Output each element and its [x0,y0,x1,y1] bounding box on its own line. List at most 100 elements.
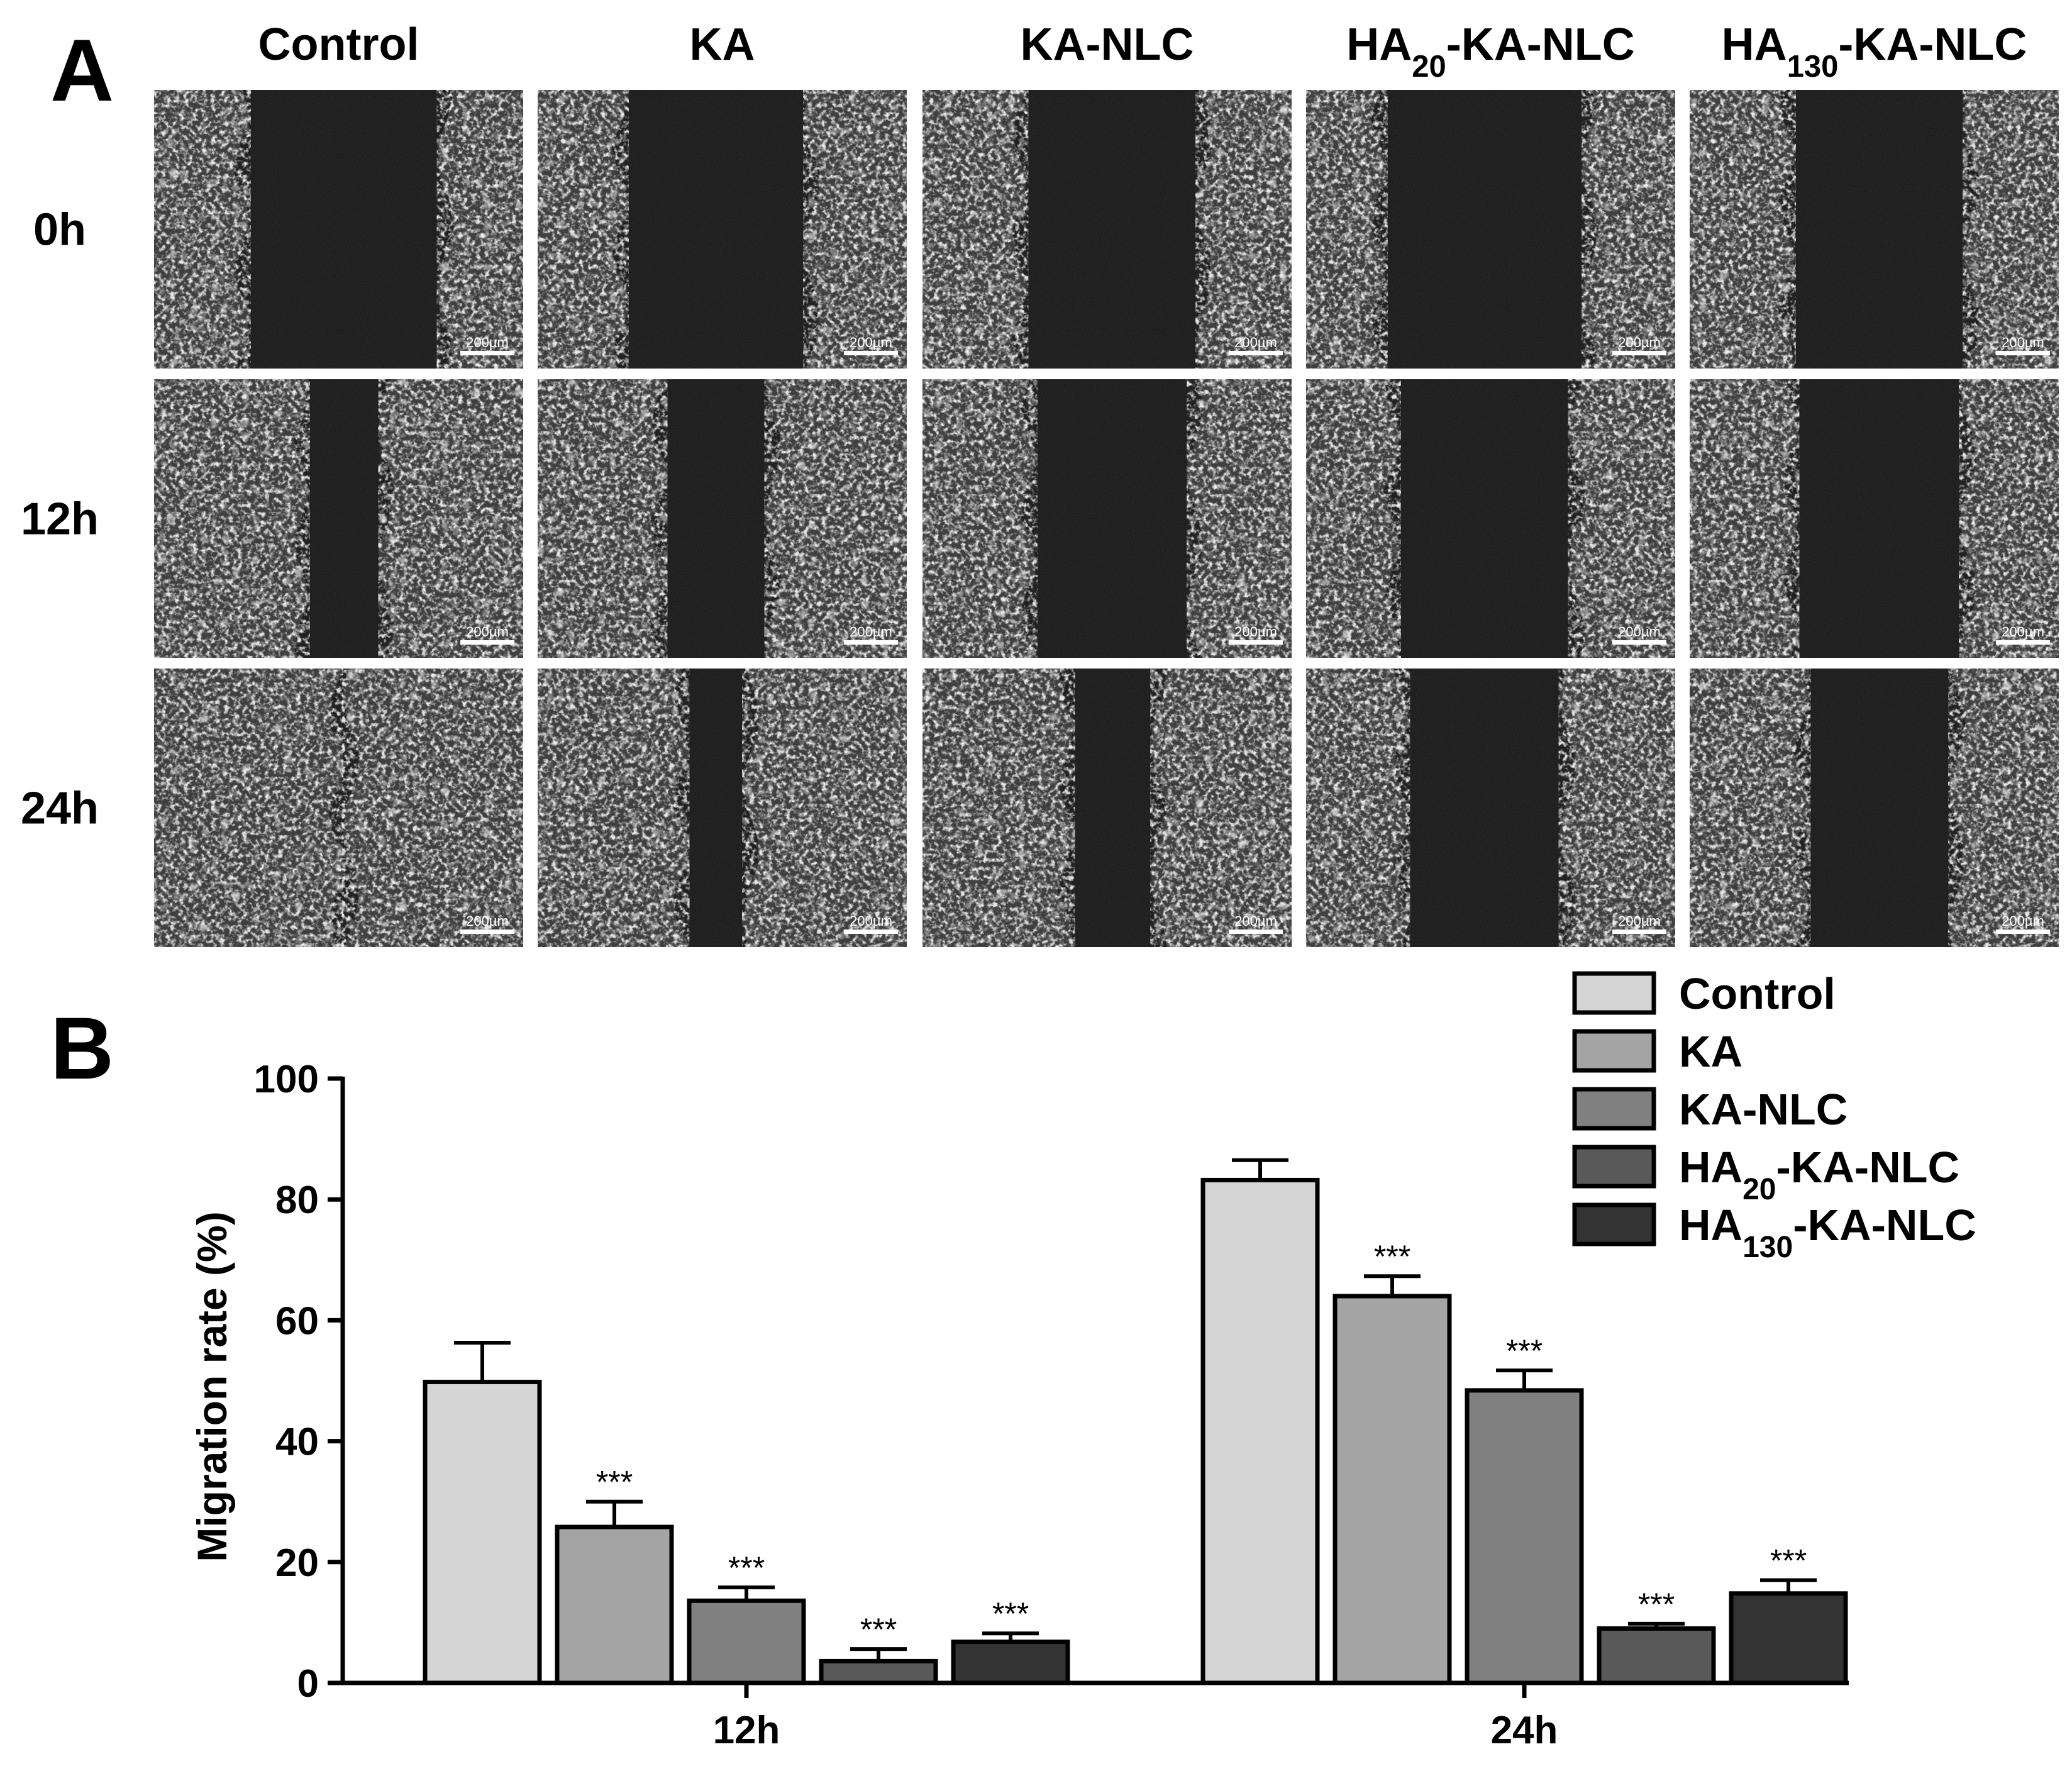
scale-bar-line [1229,640,1283,645]
scale-bar-label: 200µm [466,335,509,350]
legend-label-subscript: 130 [1742,1231,1793,1264]
bar-rect [1465,1388,1584,1685]
legend-label-tail: -KA-NLC [1793,1201,1976,1250]
legend-label: HA130-KA-NLC [1679,1201,1976,1264]
legend-label: KA-NLC [1679,1085,1848,1134]
legend-label: KA [1679,1027,1742,1076]
row-label-0h: 0h [33,205,86,255]
scale-bar-line [1229,930,1283,934]
scale-bar-line [844,930,898,934]
row-label-12h: 12h [21,494,99,545]
micrograph-texture [538,90,907,369]
scale-bar-label: 200µm [850,624,892,640]
bar-rect [951,1640,1070,1685]
micrograph-tile: 200µm [1690,669,2059,947]
micrograph-texture [1690,90,2059,369]
micrograph-texture [538,379,907,658]
micrograph-tile: 200µm [154,669,523,947]
scale-bar: 200µm [460,335,514,355]
legend-entry-2: KA [1572,1027,1742,1076]
micrograph-texture [1306,90,1675,369]
row-label-24h: 24h [21,784,99,834]
scale-bar-line [1996,351,2050,355]
legend-swatch [1572,1029,1656,1073]
significance-mark: *** [860,1612,897,1647]
significance-mark: *** [992,1596,1029,1631]
micrograph-texture [154,669,523,947]
y-tick-label: 20 [275,1541,319,1585]
column-label-4-subscript: 20 [1412,50,1446,84]
scale-bar-line [1996,640,2050,645]
panel-a-letter: A [50,21,114,119]
micrograph-texture [1690,669,2059,947]
scale-bar: 200µm [1996,624,2050,645]
bar-series: *** *** *** *** *** *** *** *** [423,1158,1848,1685]
scale-bar-line [1612,930,1666,934]
scale-bar-label: 200µm [1234,913,1277,929]
micrograph-texture [154,90,523,369]
scale-bar: 200µm [1996,335,2050,355]
column-label-5-tail: -KA-NLC [1838,19,2027,70]
y-tick-label: 80 [275,1179,319,1222]
y-tick-label: 100 [254,1058,319,1101]
y-axis-label: Migration rate (%) [189,1211,235,1562]
column-label-2-main: KA [690,19,755,70]
bar-24h-series-2: *** [1332,1239,1452,1685]
significance-mark: *** [596,1465,633,1500]
bar-rect [1332,1294,1452,1685]
micrograph-tile: 200µm [1306,379,1675,658]
micrograph-tile: 200µm [922,669,1292,947]
scale-bar-line [1229,351,1283,355]
micrograph-grid: 200µm 200µm 200µm 200µm 200µm 200µm 200µm 200µm… [154,90,2059,947]
micrograph-texture [1306,379,1675,658]
scale-bar: 200µm [844,913,898,934]
column-label-1: Control [258,19,419,70]
scale-bar-line [460,930,514,934]
bar-12h-series-5: *** [951,1596,1070,1685]
bar-rect [1729,1591,1848,1685]
micrograph-texture [922,379,1292,658]
micrograph-tile: 200µm [1690,379,2059,658]
scale-bar-label: 200µm [850,335,892,350]
legend-swatch [1572,971,1656,1015]
column-label-4: HA20-KA-NLC [1346,19,1634,84]
micrograph-texture [922,669,1292,947]
legend-swatch [1572,1202,1656,1246]
micrograph-tile: 200µm [1306,90,1675,369]
scale-bar-label: 200µm [1234,624,1277,640]
micrograph-texture [1690,379,2059,658]
scale-bar-label: 200µm [1618,335,1661,350]
scale-bar: 200µm [1229,624,1283,645]
legend-label-tail: -KA-NLC [1776,1143,1960,1192]
micrograph-tile: 200µm [538,669,907,947]
bar-24h-series-4: *** [1597,1587,1716,1685]
legend-entry-4: HA20-KA-NLC [1572,1143,1960,1206]
y-tick-label: 40 [275,1421,319,1464]
micrograph-tile: 200µm [922,379,1292,658]
x-tick-label-12h: 12h [713,1709,780,1752]
significance-mark: *** [1770,1543,1807,1579]
legend-label-main: HA [1679,1143,1742,1192]
micrograph-tile: 200µm [154,90,523,369]
scale-bar: 200µm [844,624,898,645]
scale-bar: 200µm [1229,335,1283,355]
column-label-4-main: HA [1346,19,1412,70]
scale-bar-label: 200µm [2002,913,2044,929]
scale-bar-line [844,640,898,645]
micrograph-tile: 200µm [154,379,523,658]
scale-bar: 200µm [844,335,898,355]
panel-a: A Control KA KA-NLC HA20-KA-NLC HA130-KA-NLC… [21,19,2059,947]
legend-entry-1: Control [1572,969,1836,1018]
scale-bar: 200µm [1996,913,2050,934]
bar-rect [1200,1177,1320,1685]
scale-bar-label: 200µm [2002,624,2044,640]
legend-label-main: HA [1679,1201,1742,1250]
scale-bar-line [1996,930,2050,934]
column-label-5-main: HA [1722,19,1787,70]
y-tick-label: 60 [275,1299,319,1343]
micrograph-tile: 200µm [1690,90,2059,369]
column-label-4-tail: -KA-NLC [1446,19,1635,70]
bar-24h-series-3: *** [1465,1333,1584,1685]
